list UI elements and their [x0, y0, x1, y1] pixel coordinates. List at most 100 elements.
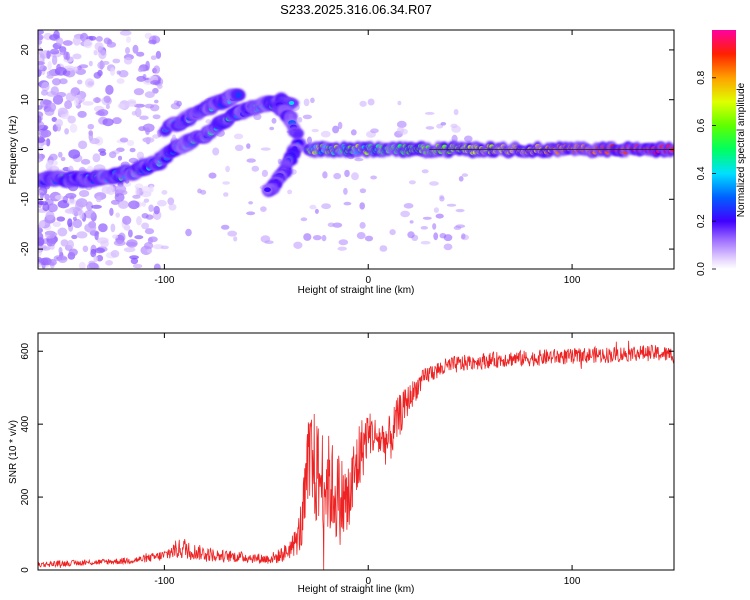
chart-title: S233.2025.316.06.34.R07: [280, 2, 432, 17]
spectrogram-speckle: [343, 187, 348, 195]
spectrogram-speckle: [132, 263, 143, 269]
ridge-core: [235, 92, 242, 98]
spectrogram-speckle: [439, 196, 445, 202]
spectrogram-speckle: [39, 220, 45, 228]
spectrogram-speckle: [287, 189, 293, 195]
spectrogram-speckle: [73, 97, 79, 106]
spectrogram-speckle: [105, 84, 114, 95]
spectrogram-speckle: [157, 199, 167, 207]
spectrogram-speckle: [126, 239, 138, 248]
spectrogram-speckle: [234, 144, 244, 151]
spectrogram-speckle: [303, 233, 312, 241]
spectrogram-speckle: [343, 201, 352, 206]
spectrogram-speckle: [76, 231, 88, 239]
spectrogram-speckle: [110, 67, 115, 76]
spectrogram-speckle: [46, 71, 52, 76]
spectrogram-speckle: [57, 200, 70, 209]
colorbar-tick-label: 0.8: [696, 70, 707, 84]
spectrogram-speckle: [389, 229, 396, 236]
spectrogram-speckle: [72, 36, 81, 46]
spectrogram-speckle: [435, 213, 444, 219]
spectrogram-speckle: [400, 210, 410, 218]
spectrogram-speckle: [464, 135, 473, 143]
spectrogram-speckle: [42, 203, 50, 212]
spectrogram-speckle: [139, 115, 149, 120]
spectrogram-speckle: [153, 65, 161, 74]
spectrogram-speckle: [68, 149, 81, 159]
spectrogram-speckle: [253, 113, 262, 121]
spectrogram-speckle: [141, 201, 146, 207]
ridge-core: [264, 187, 271, 192]
spectrogram-speckle: [134, 235, 144, 240]
spectrogram-speckle: [116, 78, 125, 84]
spectrogram-ytick-label: 0: [20, 146, 31, 152]
spectrogram-xtick-label: -100: [154, 275, 174, 286]
spectrogram-speckle: [95, 195, 102, 203]
spectrogram-speckle: [129, 255, 140, 260]
spectrogram-speckle: [432, 223, 437, 230]
snr-frame: [37, 332, 675, 571]
spectrogram-speckle: [110, 223, 116, 233]
spectrogram-speckle: [41, 81, 50, 92]
spectrogram-speckle: [168, 203, 177, 211]
spectrogram-speckle: [45, 230, 56, 239]
spectrogram-speckle: [233, 133, 244, 140]
spectrogram-speckle: [77, 110, 87, 118]
spectrogram-speckle: [38, 262, 42, 268]
spectrogram-speckle: [337, 246, 347, 251]
spectrogram-speckle: [161, 190, 168, 195]
spectrogram-speckle: [126, 36, 131, 43]
spectrogram-speckle: [422, 216, 432, 220]
spectrogram-speckle: [354, 158, 364, 162]
spectrogram-speckle: [38, 137, 46, 143]
spectrogram-speckle: [221, 224, 230, 230]
spectrogram-speckle: [66, 239, 74, 250]
spectrogram-speckle: [95, 36, 103, 42]
colorbar-tick-label: 0.2: [696, 214, 707, 228]
spectrogram-speckle: [51, 117, 57, 122]
spectrogram-speckle: [128, 157, 139, 164]
spectrogram-speckle: [261, 169, 268, 177]
spectrogram-speckle: [400, 128, 408, 135]
spectrogram-speckle: [145, 127, 150, 135]
spectrogram-speckle: [327, 222, 335, 228]
spectrogram-speckle: [407, 231, 415, 239]
spectrogram-speckle: [309, 204, 317, 210]
spectrogram-speckle: [118, 200, 129, 209]
colorbar-label: Normalized spectral amplitude: [736, 82, 747, 217]
spectrogram-speckle: [84, 209, 96, 219]
spectrogram-speckle: [55, 119, 63, 127]
spectrogram-speckle: [99, 151, 107, 157]
spectrogram-xtick-label: 100: [564, 275, 581, 286]
spectrogram-speckle: [433, 207, 439, 213]
spectrogram-speckle: [38, 68, 42, 77]
spectrogram-speckle: [248, 201, 254, 205]
colorbar-tick-label: 0.4: [696, 166, 707, 180]
spectrogram-heatmap: [38, 30, 674, 269]
spectrogram-speckle: [260, 147, 271, 151]
spectrogram-speckle: [130, 257, 139, 265]
spectrogram-speckle: [66, 199, 77, 205]
spectrogram-speckle: [90, 248, 97, 258]
spectrogram-speckle: [39, 192, 44, 199]
colorbar-gradient: [712, 30, 736, 269]
spectrogram-speckle: [114, 192, 125, 202]
spectrogram-speckle: [153, 205, 160, 215]
spectrogram-speckle: [110, 250, 120, 258]
spectrogram-speckle: [38, 30, 44, 35]
snr-ytick-label: 600: [20, 342, 31, 359]
spectrogram-speckle: [73, 66, 79, 73]
snr-x-axis-label: Height of straight line (km): [298, 584, 415, 595]
spectrogram-speckle: [133, 88, 144, 96]
spectrogram-speckle: [38, 40, 43, 45]
spectrogram-speckle: [56, 91, 67, 98]
spectrogram-speckle: [98, 49, 107, 60]
spectrogram-speckle: [59, 78, 68, 85]
spectrogram-speckle: [47, 203, 58, 213]
spectrogram-speckle: [144, 103, 154, 109]
spectrogram-speckle: [123, 247, 136, 253]
spectrogram-speckle: [379, 245, 388, 252]
spectrogram-speckle: [370, 175, 377, 180]
spectrogram-speckle: [359, 100, 367, 107]
